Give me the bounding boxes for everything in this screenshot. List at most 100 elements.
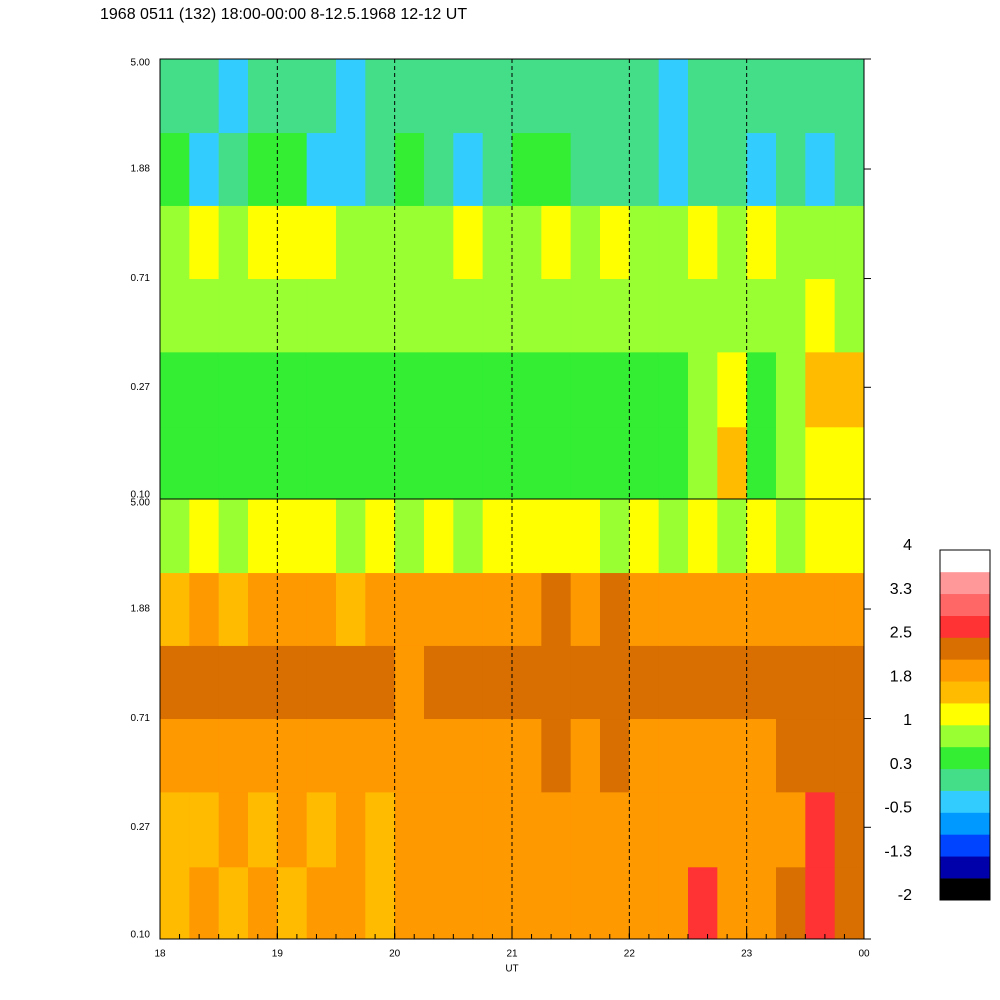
colorbar-label: 1.8 (890, 668, 912, 685)
heat-cell (512, 572, 542, 646)
heat-cell (277, 645, 308, 720)
heat-cell (306, 866, 337, 940)
heat-cell (805, 499, 836, 574)
heat-cell (600, 866, 630, 940)
y-tick-label: 0.10 (131, 930, 151, 941)
heat-cell (658, 572, 689, 646)
heat-cell (570, 718, 601, 793)
heat-cell (570, 791, 601, 868)
heat-cell (424, 645, 454, 720)
colorbar-label: 1 (903, 712, 912, 729)
heat-cell (365, 132, 396, 206)
heat-cell (805, 132, 836, 206)
heat-cell (570, 426, 601, 500)
heat-cell (746, 205, 777, 280)
heat-cell (746, 499, 777, 574)
heat-cell (394, 205, 425, 280)
heat-cell (248, 866, 278, 940)
heat-cell (834, 572, 865, 646)
heat-cell (189, 866, 220, 940)
heat-cell (629, 351, 660, 428)
heat-cell (629, 132, 660, 206)
heat-cell (365, 59, 396, 134)
heat-cell (746, 351, 777, 428)
x-tick-label: 20 (389, 949, 401, 960)
heat-cell (688, 426, 718, 500)
heat-cell (512, 351, 542, 428)
chart-title: 1968 0511 (132) 18:00-00:00 8-12.5.1968 … (100, 6, 467, 23)
heat-cell (834, 718, 865, 793)
heat-cell (365, 205, 396, 280)
heat-cell (248, 426, 278, 500)
heat-cell (776, 132, 806, 206)
heat-cell (394, 351, 425, 428)
heat-cell (218, 426, 249, 500)
heat-cell (160, 426, 190, 500)
heat-cell (306, 572, 337, 646)
heat-cell (336, 59, 366, 134)
heat-cell (805, 205, 836, 280)
heat-cell (482, 791, 513, 868)
heat-cell (453, 718, 484, 793)
heat-cell (394, 278, 425, 353)
x-tick-label: 00 (858, 949, 870, 960)
heat-cell (218, 132, 249, 206)
heat-cell (834, 499, 865, 574)
heat-cell (600, 351, 630, 428)
heat-cell (512, 866, 542, 940)
heat-cell (717, 132, 748, 206)
heat-cell (277, 499, 308, 574)
heat-cell (482, 866, 513, 940)
heat-cell (218, 205, 249, 280)
heat-cell (277, 132, 308, 206)
colorbar-swatch (940, 790, 990, 813)
heat-cell (688, 645, 718, 720)
heat-cell (717, 572, 748, 646)
heat-cell (248, 499, 278, 574)
heat-cell (394, 572, 425, 646)
heat-cell (453, 205, 484, 280)
heat-cell (482, 59, 513, 134)
y-tick-label: 0.27 (131, 382, 151, 393)
heat-cell (541, 572, 572, 646)
x-tick-label: 19 (272, 949, 284, 960)
heat-cell (776, 572, 806, 646)
heat-cell (248, 718, 278, 793)
heat-cell (688, 205, 718, 280)
heat-cell (160, 351, 190, 428)
heat-cell (688, 499, 718, 574)
heat-cell (424, 499, 454, 574)
heat-cell (629, 866, 660, 940)
heat-cell (336, 426, 366, 500)
heat-cell (746, 645, 777, 720)
heat-cell (189, 499, 220, 574)
heat-cell (424, 866, 454, 940)
heat-cell (189, 351, 220, 428)
heat-cell (776, 791, 806, 868)
heat-cell (717, 791, 748, 868)
heat-cell (248, 278, 278, 353)
heat-cell (482, 278, 513, 353)
heat-cell (218, 791, 249, 868)
heat-cell (306, 645, 337, 720)
heat-cell (629, 278, 660, 353)
colorbar-swatch (940, 856, 990, 879)
heat-cell (600, 278, 630, 353)
heat-cell (482, 499, 513, 574)
heat-cell (218, 278, 249, 353)
heat-cell (336, 645, 366, 720)
heat-cell (160, 205, 190, 280)
y-tick-label: 5.00 (131, 498, 151, 509)
heat-cell (600, 499, 630, 574)
colorbar-swatch (940, 637, 990, 660)
heat-cell (570, 205, 601, 280)
heat-cell (453, 59, 484, 134)
heat-cell (160, 59, 190, 134)
heat-cell (424, 205, 454, 280)
heat-cell (688, 59, 718, 134)
heat-cell (365, 791, 396, 868)
heat-cell (424, 572, 454, 646)
y-tick-label: 0.71 (131, 273, 151, 284)
heat-cell (570, 132, 601, 206)
